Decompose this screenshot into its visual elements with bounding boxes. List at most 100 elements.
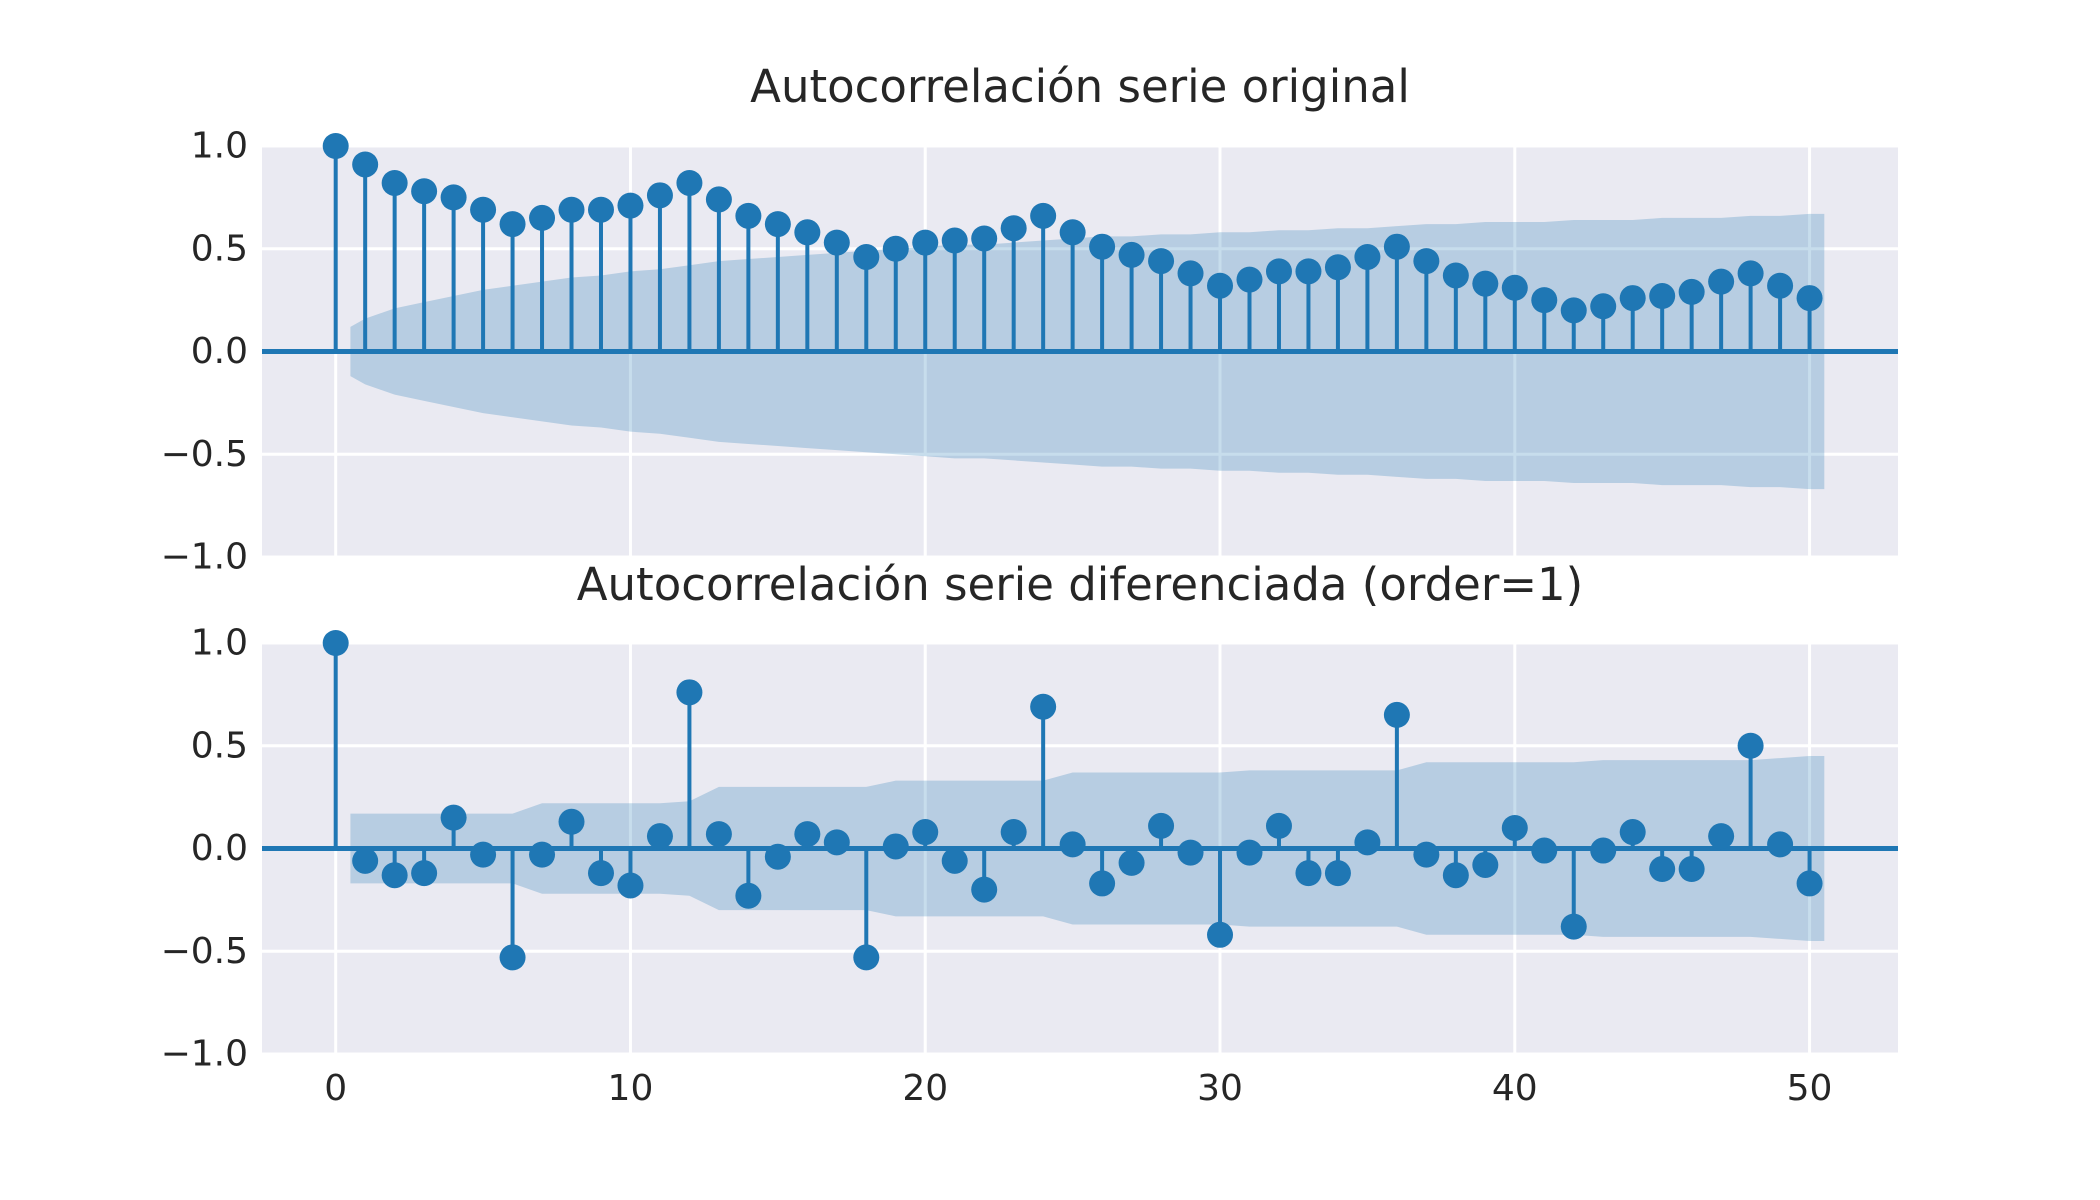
acf-point (1118, 241, 1145, 268)
acf-point (1501, 274, 1528, 301)
acf-point (470, 841, 497, 868)
acf-point (1000, 819, 1027, 846)
y-tick-label: 0.5 (191, 725, 248, 766)
acf-point (1737, 260, 1764, 287)
markers (322, 133, 1823, 324)
acf-point (617, 192, 644, 219)
acf-point (912, 229, 939, 256)
acf-point (1796, 870, 1823, 897)
chart-title: Autocorrelación serie original (750, 60, 1410, 113)
acf-point (1767, 831, 1794, 858)
acf-point (705, 186, 732, 213)
acf-point (411, 860, 438, 887)
acf-point (1148, 248, 1175, 275)
chart-title: Autocorrelación serie diferenciada (orde… (577, 558, 1583, 611)
x-tick-label: 50 (1787, 1068, 1833, 1109)
acf-point (1590, 837, 1617, 864)
acf-point (470, 196, 497, 223)
acf-point (735, 882, 762, 909)
acf-point (411, 178, 438, 205)
acf-point (912, 819, 939, 846)
acf-point (941, 227, 968, 254)
acf-point (1354, 829, 1381, 856)
acf-point (882, 235, 909, 262)
acf-point (381, 862, 408, 889)
acf-point (1148, 812, 1175, 839)
acf-point (1030, 202, 1057, 229)
acf-point (735, 202, 762, 229)
acf-point (1177, 839, 1204, 866)
acf-point (941, 847, 968, 874)
acf-point (1472, 270, 1499, 297)
acf-point (1472, 851, 1499, 878)
acf-point (1295, 860, 1322, 887)
y-tick-label: 0.0 (191, 331, 248, 372)
acf-point (1207, 921, 1234, 948)
y-tick-label: −0.5 (161, 434, 248, 475)
acf-point (1501, 814, 1528, 841)
acf-point (529, 841, 556, 868)
acf-point (1678, 856, 1705, 883)
acf-point (1708, 268, 1735, 295)
acf-point (1177, 260, 1204, 287)
acf-point (1059, 831, 1086, 858)
x-tick-label: 30 (1197, 1068, 1243, 1109)
acf-point (646, 823, 673, 850)
acf-point (1059, 219, 1086, 246)
acf-point (1383, 701, 1410, 728)
acf-point (1531, 837, 1558, 864)
acf-point (1796, 285, 1823, 312)
acf-point (1619, 285, 1646, 312)
acf-point (1383, 233, 1410, 260)
acf-point (1531, 287, 1558, 314)
acf-point (1089, 870, 1116, 897)
acf-point (882, 833, 909, 860)
acf-panel-1: 1.0 0.5 0.0 −0.5 −1.0 Autocorrelación serie o… (161, 60, 1898, 578)
acf-point (1590, 293, 1617, 320)
acf-point (1442, 862, 1469, 889)
y-tick-label: −1.0 (161, 1034, 248, 1075)
acf-point (676, 679, 703, 706)
acf-point (823, 229, 850, 256)
acf-point (587, 860, 614, 887)
acf-point (646, 182, 673, 209)
acf-point (440, 804, 467, 831)
x-tick-label: 20 (902, 1068, 948, 1109)
y-tick-label: 0.0 (191, 828, 248, 869)
acf-point (764, 211, 791, 238)
y-tick-label: 0.5 (191, 228, 248, 269)
acf-point (1236, 839, 1263, 866)
acf-point (1737, 732, 1764, 759)
acf-point (352, 847, 379, 874)
acf-point (853, 243, 880, 270)
x-tick-label: 10 (608, 1068, 654, 1109)
acf-point (853, 944, 880, 971)
acf-point (764, 843, 791, 870)
acf-point (1413, 248, 1440, 275)
acf-point (794, 219, 821, 246)
y-tick-label: −1.0 (161, 537, 248, 578)
acf-point (499, 211, 526, 238)
acf-point (1118, 849, 1145, 876)
acf-point (1265, 812, 1292, 839)
acf-point (529, 204, 556, 231)
x-tick-label: 0 (324, 1068, 347, 1109)
acf-point (352, 151, 379, 178)
acf-point (1413, 841, 1440, 868)
acf-point (705, 821, 732, 848)
acf-point (1236, 266, 1263, 293)
acf-point (794, 821, 821, 848)
acf-point (971, 225, 998, 252)
acf-point (1295, 258, 1322, 285)
acf-point (1560, 913, 1587, 940)
acf-point (1030, 693, 1057, 720)
acf-point (440, 184, 467, 211)
acf-point (1000, 215, 1027, 242)
acf-point (1324, 254, 1351, 281)
y-tick-label: 1.0 (191, 126, 248, 167)
acf-point (617, 872, 644, 899)
acf-point (558, 808, 585, 835)
acf-point (823, 829, 850, 856)
acf-point (381, 169, 408, 196)
